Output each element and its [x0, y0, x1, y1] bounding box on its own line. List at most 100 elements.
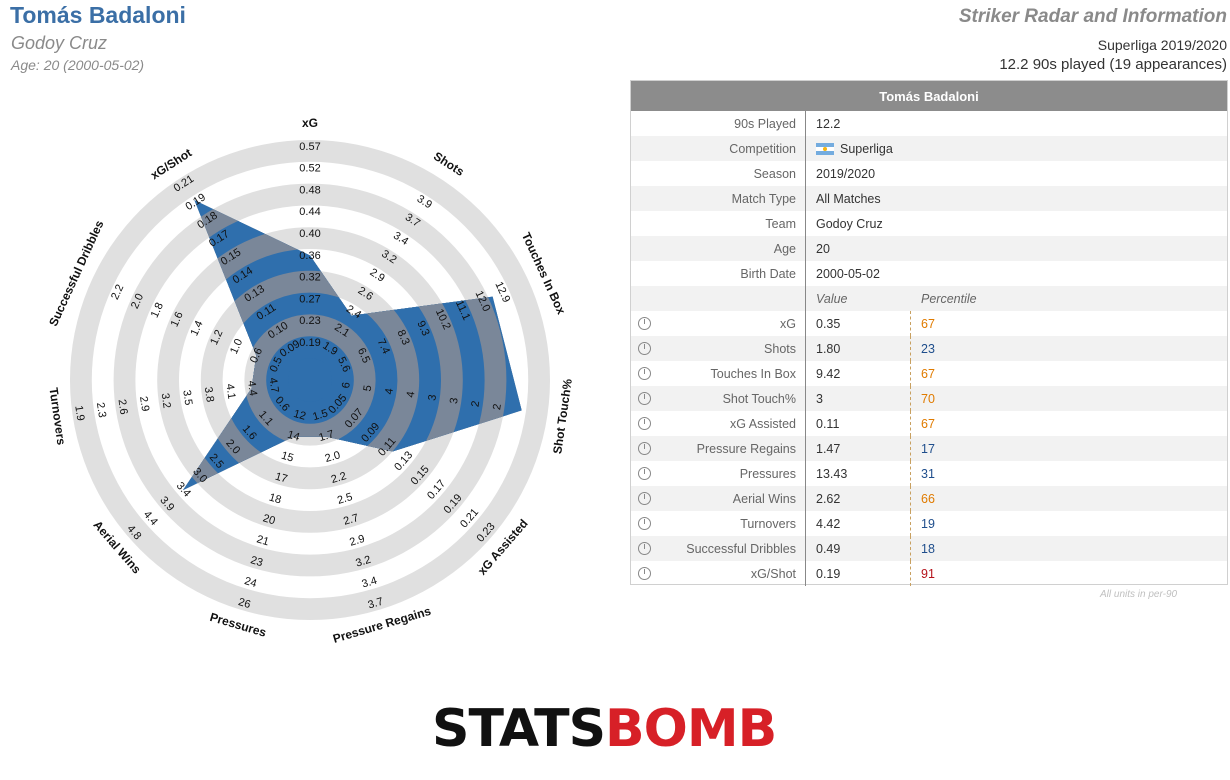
metric-row: Touches In Box 9.42 67 — [631, 361, 1227, 386]
metric-percentile: 66 — [910, 486, 1227, 511]
info-row-spacer — [910, 236, 1227, 261]
radar-tick-label: 4.4 — [245, 380, 259, 397]
metric-percentile: 67 — [910, 411, 1227, 436]
radar-tick-label: 1.4 — [188, 319, 205, 338]
info-row-label: Competition — [729, 141, 796, 156]
radar-tick-label: 8.3 — [395, 328, 412, 347]
info-row: Season 2019/2020 — [631, 161, 1227, 186]
radar-tick-label: 21 — [255, 533, 270, 548]
logo-stats-text: STATS — [432, 699, 606, 759]
radar-tick-label: 3.4 — [360, 575, 378, 591]
radar-tick-label: 2.0 — [324, 449, 342, 465]
info-table-title: Tomás Badaloni — [631, 81, 1227, 111]
radar-tick-label: 1.6 — [169, 310, 186, 329]
info-row-spacer — [910, 261, 1227, 286]
radar-tick-label: 1.0 — [228, 337, 245, 356]
radar-tick-label: 1.8 — [149, 301, 166, 320]
info-row-spacer — [910, 211, 1227, 236]
radar-tick-label: 15 — [280, 450, 295, 465]
radar-tick-label: 9.3 — [414, 319, 431, 338]
radar-chart: 0.190.230.270.320.360.400.440.480.520.57… — [46, 116, 575, 646]
radar-tick-label: 2.2 — [109, 283, 126, 302]
metric-row: xG 0.35 67 — [631, 311, 1227, 336]
radar-tick-label: 23 — [249, 554, 264, 569]
metric-row: Aerial Wins 2.62 66 — [631, 486, 1227, 511]
metric-gauge-icon — [638, 567, 651, 580]
info-row: Competition Superliga — [631, 136, 1227, 161]
radar-tick-label: 6 — [340, 381, 353, 389]
radar-tick-label: 0.6 — [248, 346, 265, 365]
metric-label: Successful Dribbles — [686, 541, 796, 556]
radar-tick-label: 3.2 — [354, 554, 372, 570]
metric-percentile: 23 — [910, 336, 1227, 361]
metric-value: 2.62 — [805, 486, 910, 511]
metrics-subheader: Value Percentile — [631, 286, 1227, 311]
info-row-spacer — [910, 136, 1227, 161]
metric-row: Successful Dribbles 0.49 18 — [631, 536, 1227, 561]
radar-tick-label: 1.5 — [311, 407, 329, 423]
player-name: Tomás Badaloni — [10, 2, 186, 28]
info-table: Tomás Badaloni 90s Played 12.2 Competition… — [630, 80, 1228, 586]
radar-tick-label: 0.5 — [268, 355, 285, 374]
radar-tick-label: 1.7 — [317, 428, 335, 444]
radar-tick-label: 14 — [286, 429, 301, 444]
info-row-spacer — [910, 186, 1227, 211]
radar-tick-label: 2.6 — [115, 399, 129, 416]
metric-row: Pressure Regains 1.47 17 — [631, 436, 1227, 461]
radar-tick-label: 0.44 — [299, 206, 320, 218]
info-row-value: 12.2 — [805, 111, 910, 136]
info-row-value: All Matches — [805, 186, 910, 211]
radar-axis-label: Shots — [431, 149, 467, 179]
metric-value: 1.47 — [805, 436, 910, 461]
info-row-value: 20 — [805, 236, 910, 261]
radar-axis-label: Shot Touch% — [550, 378, 575, 455]
radar-tick-label: 2.0 — [129, 292, 146, 311]
radar-tick-label: 2.9 — [137, 395, 151, 412]
metric-value: 4.42 — [805, 511, 910, 536]
info-row-label: Match Type — [731, 191, 796, 206]
metric-value: 0.11 — [805, 411, 910, 436]
metric-gauge-icon — [638, 367, 651, 380]
metric-value: 9.42 — [805, 361, 910, 386]
radar-tick-label: 2 — [470, 400, 483, 408]
metric-value: 0.49 — [805, 536, 910, 561]
info-row: Match Type All Matches — [631, 186, 1227, 211]
info-row-label: 90s Played — [734, 116, 796, 131]
radar-tick-label: 12 — [292, 408, 307, 423]
metric-percentile: 19 — [910, 511, 1227, 536]
metric-value: 0.35 — [805, 311, 910, 336]
metric-percentile: 91 — [910, 561, 1227, 586]
info-row-value: 2000-05-02 — [805, 261, 910, 286]
radar-tick-label: 2.9 — [348, 533, 366, 549]
radar-tick-label: 3.8 — [202, 386, 216, 403]
metric-label: Shot Touch% — [722, 391, 796, 406]
metric-label: Aerial Wins — [732, 491, 796, 506]
units-footnote: All units in per-90 — [1100, 589, 1178, 600]
metric-row: Shot Touch% 3 70 — [631, 386, 1227, 411]
radar-tick-label: 0.27 — [299, 293, 320, 305]
radar-tick-label: 3.5 — [180, 389, 194, 406]
radar-tick-label: 3 — [448, 397, 461, 405]
radar-tick-label: 0.32 — [299, 272, 320, 284]
radar-tick-label: 0.52 — [299, 163, 320, 175]
metric-label: Pressures — [739, 466, 796, 481]
league-season: Superliga 2019/2020 — [1097, 37, 1227, 53]
radar-tick-label: 1.9 — [72, 405, 86, 422]
percentile-column-header: Percentile — [921, 291, 977, 306]
radar-tick-label: 7.4 — [375, 337, 392, 356]
radar-tick-label: 17 — [274, 471, 289, 486]
radar-tick-label: 5.6 — [335, 355, 352, 374]
radar-tick-label: 4 — [383, 388, 396, 396]
info-table-body: 90s Played 12.2 Competition Superliga Season… — [631, 111, 1227, 586]
metric-percentile: 31 — [910, 461, 1227, 486]
metric-row: xG Assisted 0.11 67 — [631, 411, 1227, 436]
metric-gauge-icon — [638, 442, 651, 455]
metric-value: 3 — [805, 386, 910, 411]
metric-label: Touches In Box — [710, 366, 796, 381]
metric-percentile: 17 — [910, 436, 1227, 461]
info-row-value: Godoy Cruz — [805, 211, 910, 236]
info-row-spacer — [910, 111, 1227, 136]
radar-center — [288, 358, 332, 402]
metric-gauge-icon — [638, 392, 651, 405]
radar-tick-label: 0.23 — [299, 315, 320, 327]
